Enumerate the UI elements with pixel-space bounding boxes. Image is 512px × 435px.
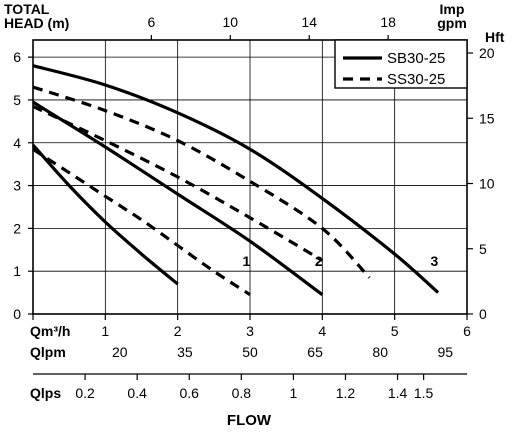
y-left-tick-label: 4 (13, 135, 21, 151)
qlpm-tick-label: 35 (177, 344, 193, 360)
legend-label: SS30-25 (387, 71, 445, 88)
y-right-tick-label: 0 (479, 306, 487, 322)
chart-title-line1: TOTAL (4, 1, 50, 17)
speed-label: 1 (242, 253, 250, 269)
y-right-tick-label: 10 (479, 176, 495, 192)
qlps-tick-label: 1.2 (336, 385, 356, 401)
qlpm-tick-label: 20 (112, 344, 128, 360)
qlpm-tick-label: 50 (242, 344, 258, 360)
speed-label: 3 (431, 253, 439, 269)
x-tick-label: 2 (174, 323, 182, 339)
series-line-solid-speed-1 (31, 143, 179, 286)
series-line-dashed-speed-3 (32, 85, 371, 279)
series-line-dashed-speed-2 (32, 104, 324, 262)
top-axis-tick-label: 14 (301, 14, 317, 30)
legend-label: SB30-25 (387, 50, 445, 67)
y-left-tick-label: 1 (13, 263, 21, 279)
grid (33, 40, 467, 314)
y-right-tick-label: 15 (479, 110, 495, 126)
qlps-tick-label: 0.4 (127, 385, 147, 401)
series-line-solid-speed-3 (32, 64, 440, 294)
qlps-tick-label: 1.5 (414, 385, 434, 401)
legend: SB30-25 SS30-25 (334, 39, 468, 89)
x-tick-label: 1 (101, 323, 109, 339)
series-line-solid-speed-2 (32, 100, 324, 296)
top-axis-tick-label: 18 (380, 14, 396, 30)
y-left-tick-label: 6 (13, 49, 21, 65)
y-right-tick-label: 20 (479, 45, 495, 61)
y-left-tick-label: 3 (13, 178, 21, 194)
y-left-tick-label: 0 (13, 306, 21, 322)
y-left-tick-label: 2 (13, 220, 21, 236)
qlps-tick-label: 1.4 (388, 385, 408, 401)
x-axis-title: FLOW (227, 412, 272, 429)
top-axis-label-line2: gpm (437, 15, 467, 31)
x-tick-label: 3 (246, 323, 254, 339)
x-tick-label: 6 (463, 323, 471, 339)
top-axis-tick-label: 6 (147, 14, 155, 30)
qlpm-tick-label: 65 (307, 344, 323, 360)
y-right-tick-label: 5 (479, 241, 487, 257)
y-left-tick-label: 5 (13, 92, 21, 108)
qlps-tick-label: 0.6 (180, 385, 200, 401)
qlpm-tick-label: 80 (372, 344, 388, 360)
qlps-label: Qlps (30, 385, 61, 401)
series-lines (31, 64, 440, 297)
qlpm-tick-label: 95 (438, 344, 454, 360)
qlps-tick-label: 1 (290, 385, 298, 401)
y-right-axis-label: Hft (485, 29, 505, 45)
x-axis-label-m3h: Qm³/h (30, 323, 70, 339)
qlps-tick-label: 0.2 (75, 385, 95, 401)
top-axis-tick-label: 10 (223, 14, 239, 30)
qlps-tick-label: 0.8 (232, 385, 252, 401)
qlpm-label: Qlpm (30, 344, 66, 360)
speed-label: 2 (315, 253, 323, 269)
x-tick-label: 5 (391, 323, 399, 339)
chart-title-line2: HEAD (m) (4, 15, 69, 31)
x-tick-label: 4 (318, 323, 326, 339)
legend-box (334, 39, 468, 89)
series-line-dashed-speed-1 (32, 147, 251, 297)
top-axis-label-line1: Imp (440, 1, 465, 17)
